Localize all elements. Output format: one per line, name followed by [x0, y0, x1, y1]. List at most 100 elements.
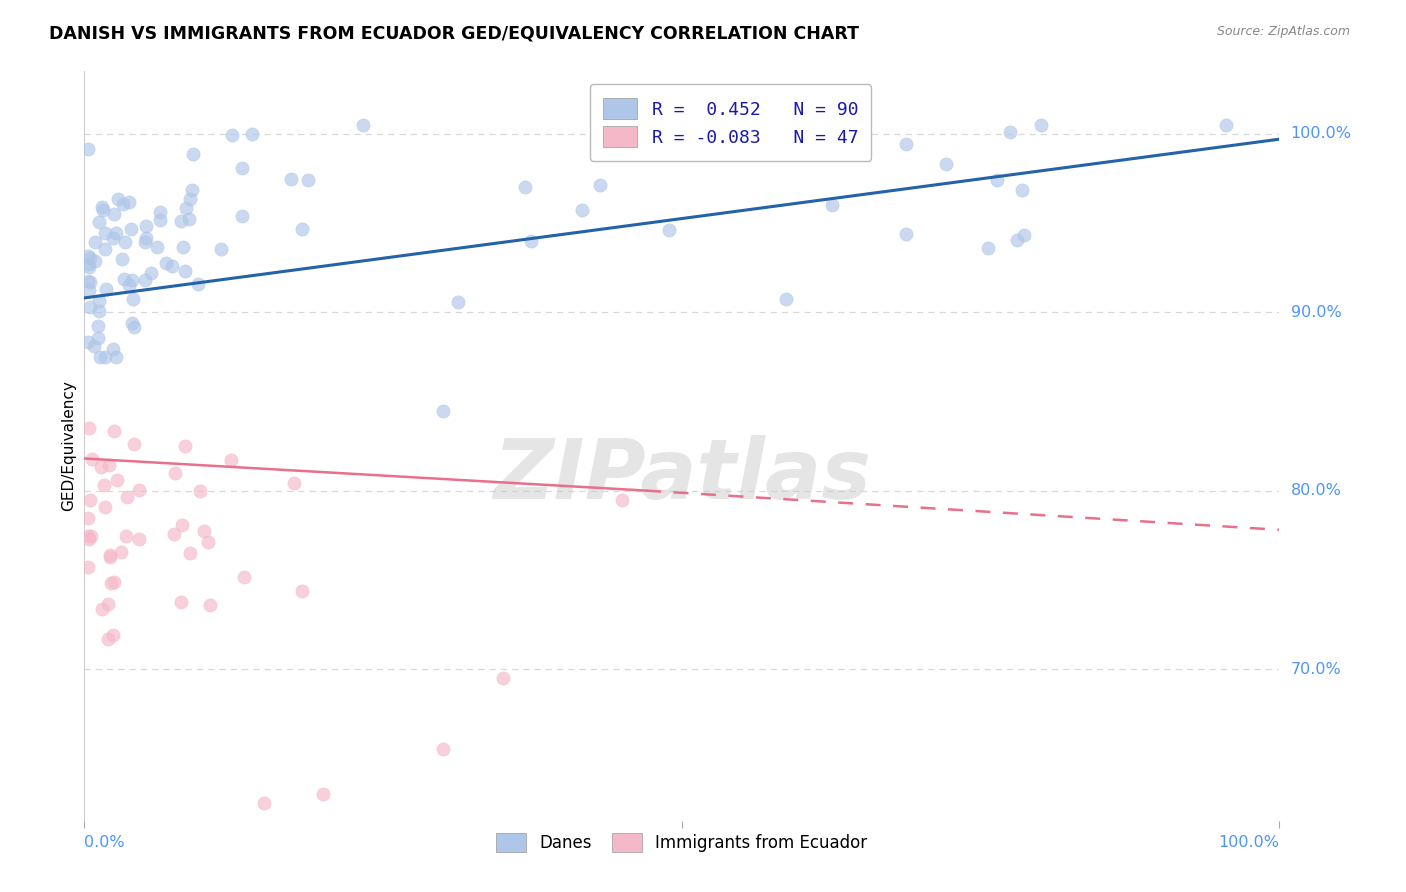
- Point: [98, 550, 121, 565]
- Point: [115, 490, 138, 504]
- Point: [77, 510, 100, 524]
- Point: [219, 452, 242, 467]
- Point: [77, 142, 100, 156]
- Point: [96, 597, 118, 611]
- Point: [82, 452, 104, 467]
- Point: [83, 254, 105, 268]
- Point: [77, 257, 100, 271]
- Point: [90, 459, 112, 474]
- Point: [135, 219, 157, 233]
- Point: [1012, 227, 1035, 242]
- Point: [998, 125, 1021, 139]
- Point: [79, 252, 101, 266]
- Point: [155, 256, 177, 270]
- Point: [100, 575, 122, 590]
- Point: [107, 192, 129, 206]
- Point: [110, 545, 132, 559]
- Point: [163, 466, 186, 480]
- Point: [432, 742, 454, 756]
- Point: [492, 671, 515, 685]
- Point: [233, 570, 256, 584]
- Point: [94, 500, 117, 515]
- Point: [105, 350, 128, 364]
- Text: Source: ZipAtlas.com: Source: ZipAtlas.com: [1216, 25, 1350, 38]
- Point: [98, 548, 121, 562]
- Point: [231, 209, 253, 223]
- Point: [589, 178, 612, 193]
- Point: [312, 787, 335, 801]
- Point: [121, 316, 143, 330]
- Point: [179, 546, 201, 560]
- Text: 100.0%: 100.0%: [1291, 127, 1351, 141]
- Point: [77, 274, 100, 288]
- Point: [297, 172, 319, 186]
- Point: [89, 215, 111, 229]
- Point: [134, 235, 156, 250]
- Point: [170, 214, 193, 228]
- Point: [87, 331, 110, 345]
- Point: [146, 240, 169, 254]
- Point: [77, 532, 100, 546]
- Point: [188, 483, 211, 498]
- Point: [894, 227, 917, 241]
- Point: [231, 161, 253, 175]
- Point: [209, 242, 232, 256]
- Point: [77, 529, 100, 543]
- Point: [1011, 183, 1033, 197]
- Point: [139, 266, 162, 280]
- Point: [112, 271, 135, 285]
- Point: [77, 335, 100, 350]
- Point: [283, 476, 305, 491]
- Point: [894, 136, 917, 151]
- Point: [253, 796, 276, 810]
- Point: [1215, 118, 1237, 132]
- Y-axis label: GED/Equivalency: GED/Equivalency: [60, 381, 76, 511]
- Point: [118, 278, 141, 293]
- Point: [135, 230, 157, 244]
- Point: [94, 242, 117, 256]
- Point: [79, 300, 101, 314]
- Point: [128, 483, 150, 497]
- Point: [128, 532, 150, 546]
- Point: [170, 595, 193, 609]
- Text: DANISH VS IMMIGRANTS FROM ECUADOR GED/EQUIVALENCY CORRELATION CHART: DANISH VS IMMIGRANTS FROM ECUADOR GED/EQ…: [49, 25, 859, 43]
- Point: [134, 272, 156, 286]
- Point: [515, 179, 537, 194]
- Point: [79, 493, 101, 508]
- Point: [775, 292, 797, 306]
- Point: [103, 574, 125, 589]
- Point: [91, 203, 114, 218]
- Point: [122, 320, 145, 334]
- Point: [118, 195, 141, 210]
- Point: [172, 239, 194, 253]
- Point: [87, 319, 110, 334]
- Point: [200, 598, 222, 612]
- Point: [84, 235, 107, 249]
- Point: [90, 201, 112, 215]
- Point: [163, 527, 186, 541]
- Point: [105, 474, 128, 488]
- Point: [149, 213, 172, 227]
- Point: [101, 231, 124, 245]
- Point: [101, 628, 124, 642]
- Point: [519, 234, 541, 248]
- Point: [77, 260, 100, 274]
- Point: [87, 303, 110, 318]
- Point: [115, 529, 138, 543]
- Point: [280, 172, 302, 186]
- Point: [77, 249, 100, 263]
- Point: [149, 205, 172, 219]
- Point: [935, 157, 957, 171]
- Point: [122, 437, 145, 451]
- Point: [197, 535, 219, 549]
- Point: [121, 273, 143, 287]
- Point: [160, 259, 183, 273]
- Point: [94, 282, 117, 296]
- Point: [103, 425, 125, 439]
- Point: [986, 173, 1008, 187]
- Point: [658, 222, 681, 236]
- Point: [976, 241, 998, 255]
- Point: [80, 529, 103, 543]
- Point: [181, 183, 204, 197]
- Point: [90, 602, 112, 616]
